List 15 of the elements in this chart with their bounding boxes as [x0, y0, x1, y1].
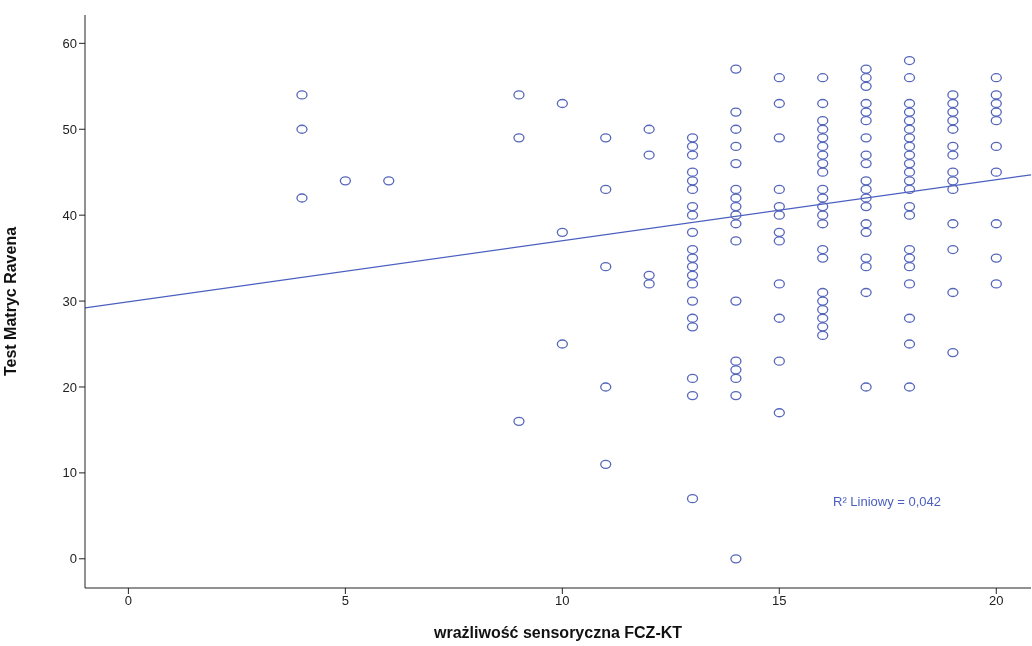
y-tick-label: 30 [62, 293, 77, 309]
x-axis-title: wrażliwość sensoryczna FCZ-KT [432, 624, 683, 641]
y-axis-title: Test Matryc Ravena [1, 226, 19, 377]
y-tick-label: 0 [69, 551, 77, 567]
x-tick-label: 5 [341, 593, 349, 609]
x-tick-label: 0 [124, 593, 133, 609]
y-tick-label: 20 [62, 379, 77, 395]
annotation: R² Liniowy = 0,042 [833, 494, 942, 509]
x-tick-label: 20 [989, 593, 1004, 609]
x-tick-label: 10 [555, 593, 570, 609]
y-tick-label: 50 [62, 121, 77, 137]
y-tick-label: 60 [62, 35, 77, 51]
y-tick-label: 10 [62, 465, 77, 481]
y-tick-label: 40 [62, 207, 77, 223]
x-tick-label: 15 [772, 593, 787, 609]
